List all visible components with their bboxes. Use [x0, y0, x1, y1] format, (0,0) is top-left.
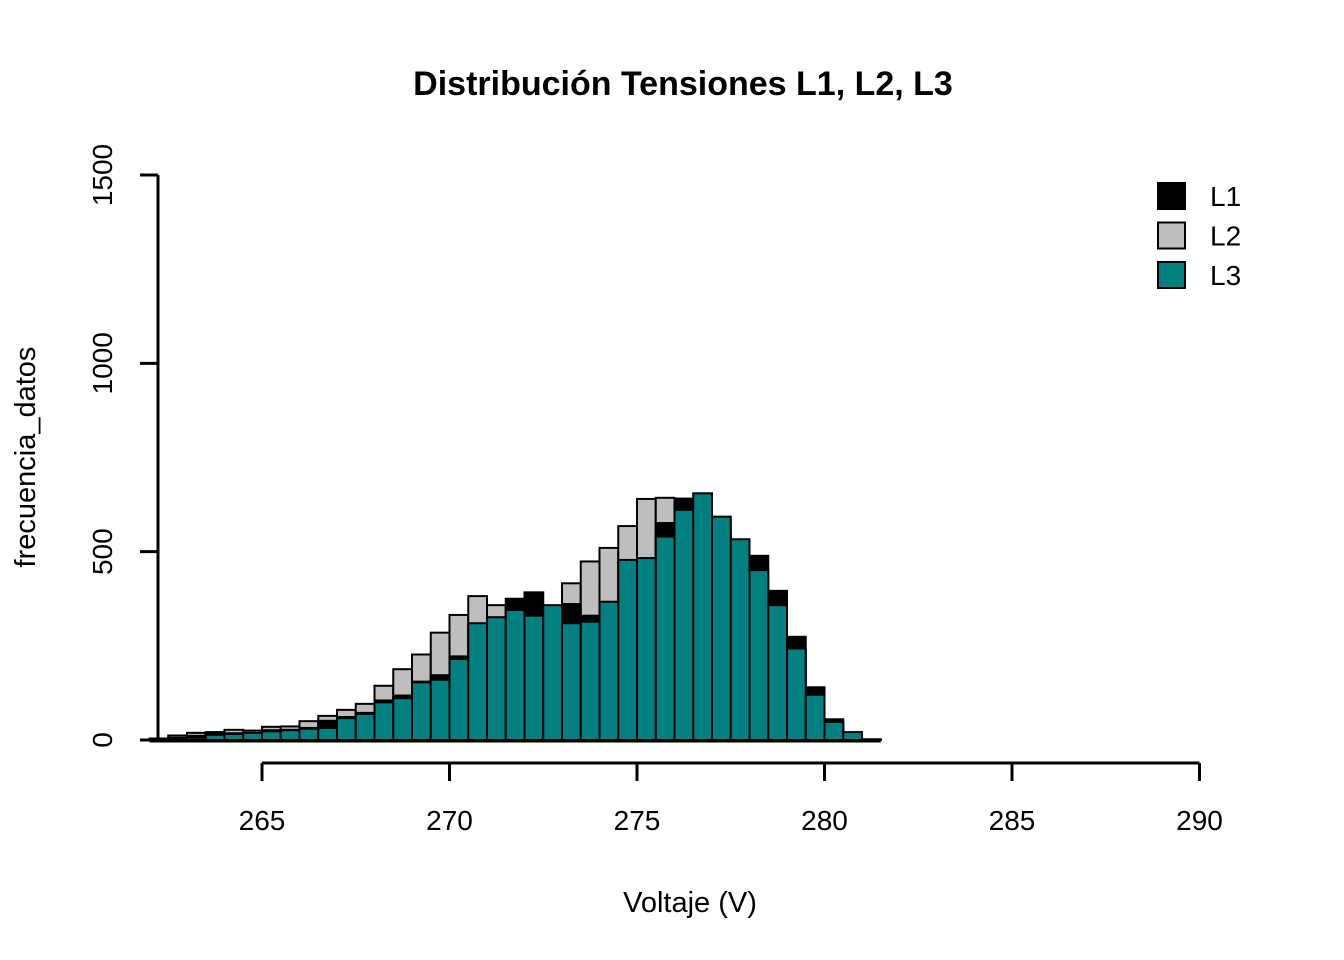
histogram-bar-l3: [223, 732, 245, 741]
histogram-bar-l3: [242, 731, 263, 741]
histogram-bar-l3: [354, 713, 376, 742]
legend-label-l3: L3: [1210, 260, 1241, 291]
y-axis-tick-label: 1000: [87, 332, 118, 394]
x-axis-tick-label: 290: [1176, 805, 1223, 836]
histogram-bar-l3: [542, 604, 563, 741]
histogram-bars: [148, 492, 882, 743]
histogram-bar-l3: [429, 678, 451, 742]
x-axis-title: Voltaje (V): [623, 887, 757, 919]
x-axis-tick-label: 270: [426, 805, 473, 836]
histogram-bar-l3: [842, 731, 863, 742]
chart-legend: L1 L2 L3: [1157, 181, 1241, 291]
histogram-bar-l3: [748, 569, 770, 742]
legend-swatch-l2: [1157, 221, 1186, 250]
legend-label-l2: L2: [1210, 221, 1241, 252]
legend-swatch-l1: [1157, 182, 1186, 210]
histogram-bar-l3: [729, 538, 751, 742]
x-axis-tick-label: 275: [614, 805, 661, 836]
x-axis-tick-label: 265: [239, 805, 286, 836]
histogram-bar-l3: [467, 622, 488, 742]
histogram-bar-l3: [767, 604, 788, 741]
histogram-bar-l3: [636, 557, 657, 741]
histogram-bar-l3: [279, 729, 301, 741]
histogram-bar-l3: [804, 693, 826, 741]
histogram-bar-l3: [486, 616, 507, 741]
histogram-bar-l3: [692, 492, 713, 741]
histogram-bar-l3: [204, 733, 226, 742]
histogram-bar-l3: [448, 658, 470, 741]
histogram-bar-l3: [786, 647, 807, 741]
x-axis-tick-label: 285: [989, 805, 1036, 836]
histogram-bar-l3: [617, 558, 638, 741]
y-axis-tick-label: 0: [87, 732, 118, 748]
histogram-bar-l3: [823, 720, 845, 741]
legend-label-l1: L1: [1210, 181, 1241, 212]
histogram-bar-l3: [711, 515, 732, 741]
y-axis-tick-label: 500: [87, 528, 118, 575]
histogram-bar-l3: [598, 600, 620, 741]
legend-swatch-l3: [1157, 261, 1186, 289]
axes: 265 270 275 280 285 290 0 500 1000 1500: [87, 144, 1223, 836]
chart-title: Distribución Tensiones L1, L2, L3: [413, 65, 953, 103]
histogram-bar-l3: [579, 620, 601, 742]
histogram-bar-l3: [504, 609, 526, 741]
histogram-bar-l3: [523, 614, 545, 742]
histogram-bar-l3: [298, 727, 320, 742]
histogram-bar-l3: [392, 697, 413, 742]
x-axis-tick-label: 280: [801, 805, 848, 836]
histogram-bar-l3: [317, 726, 338, 741]
y-axis-tick-label: 1500: [87, 144, 118, 206]
histogram-bar-l3: [673, 508, 695, 741]
histogram-bar-l3: [336, 717, 357, 741]
y-axis-title: frecuencia_datos: [10, 347, 42, 568]
histogram-bar-l3: [373, 701, 395, 741]
histogram-bar-l3: [261, 730, 282, 742]
histogram-bar-l3: [654, 535, 676, 741]
histogram-bar-l3: [411, 681, 432, 741]
histogram-bar-l3: [561, 622, 582, 742]
